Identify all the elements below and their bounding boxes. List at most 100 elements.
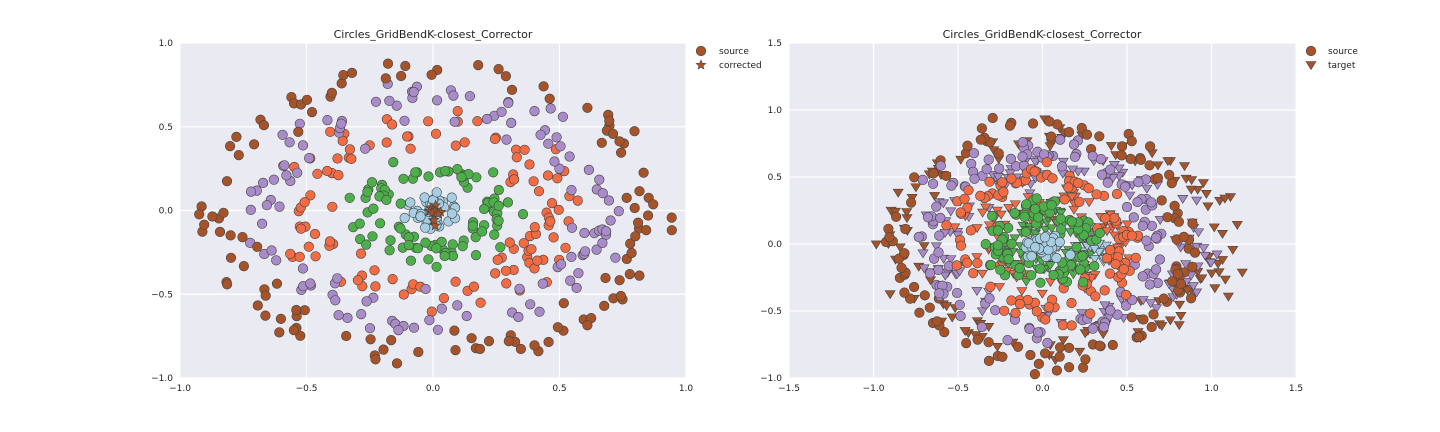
scatter-point (461, 310, 472, 322)
scatter-point (571, 282, 582, 294)
scatter-point (1019, 211, 1030, 222)
scatter-point (295, 330, 306, 341)
scatter-point (293, 126, 304, 137)
scatter-point (1068, 139, 1080, 150)
scatter-point (634, 270, 645, 281)
scatter-point-triangle (1029, 158, 1041, 167)
scatter-point-triangle (910, 183, 922, 193)
scatter-point (1057, 320, 1069, 331)
scatter-point (370, 281, 381, 292)
scatter-point (1055, 213, 1066, 224)
scatter-point (963, 185, 974, 196)
scatter-point (1033, 212, 1044, 223)
scatter-point-triangle (1185, 185, 1197, 195)
scatter-point (279, 160, 290, 171)
scatter-point (600, 272, 611, 284)
scatter-point (424, 315, 435, 326)
scatter-point (396, 70, 407, 82)
y-tick-label: 1.0 (159, 39, 174, 49)
scatter-point (526, 244, 537, 255)
scatter-point (934, 288, 945, 299)
scatter-point (1066, 320, 1077, 331)
scatter-point (1063, 342, 1075, 354)
scatter-point (1172, 268, 1183, 280)
scatter-point (355, 248, 367, 259)
y-tick-label: −0.5 (760, 307, 782, 317)
scatter-point (362, 186, 373, 198)
scatter-point (997, 177, 1008, 188)
scatter-point-triangle (1219, 275, 1231, 285)
scatter-point (1144, 160, 1155, 171)
scatter-point (1063, 362, 1075, 373)
scatter-point (614, 136, 625, 147)
scatter-point (258, 120, 270, 131)
scatter-point (423, 116, 434, 127)
scatter-point (984, 293, 995, 304)
scatter-point (423, 171, 434, 182)
scatter-point (666, 225, 677, 236)
scatter-point (583, 164, 595, 175)
scatter-point-triangle (884, 290, 896, 300)
scatter-point (993, 148, 1004, 159)
x-tick-label: 0.5 (1120, 384, 1134, 394)
scatter-point (597, 237, 608, 249)
scatter-point (366, 177, 378, 188)
scatter-point (297, 140, 309, 151)
scatter-point (352, 275, 364, 286)
scatter-point (513, 311, 524, 323)
scatter-point (408, 86, 419, 98)
scatter-point (1054, 342, 1066, 353)
scatter-point-triangle (976, 307, 988, 317)
scatter-point (1021, 199, 1032, 210)
scatter-point (954, 299, 965, 310)
scatter-point (500, 265, 512, 276)
scatter-point (597, 188, 608, 199)
scatter-point (231, 131, 242, 142)
scatter-point (1046, 131, 1057, 142)
scatter-point (449, 116, 460, 127)
scatter-point (506, 117, 517, 128)
scatter-point-triangle (1057, 336, 1069, 346)
scatter-point (565, 275, 576, 286)
scatter-point (378, 344, 389, 355)
x-tick-label: 0.5 (552, 384, 566, 394)
scatter-point (364, 323, 376, 334)
scatter-point (1089, 260, 1100, 272)
scatter-point (511, 152, 522, 163)
scatter-point-triangle (1205, 258, 1217, 268)
chart-right: Circles_GridBendK-closest_Corrector −1.5… (760, 28, 1358, 394)
scatter-point-triangle (929, 192, 941, 201)
scatter-point (218, 207, 229, 218)
scatter-point (1014, 298, 1026, 310)
scatter-point (333, 310, 344, 321)
scatter-point (552, 173, 563, 184)
scatter-point (908, 281, 920, 293)
scatter-point (481, 113, 493, 125)
scatter-point (533, 186, 545, 197)
scatter-point (900, 223, 911, 235)
x-tick-label: 1.5 (1289, 384, 1303, 394)
scatter-point (1104, 268, 1115, 279)
scatter-point (557, 111, 569, 122)
scatter-point (1004, 120, 1016, 131)
scatter-point (322, 165, 333, 177)
scatter-point (426, 69, 437, 80)
scatter-point (1027, 118, 1039, 129)
scatter-point (493, 200, 504, 211)
scatter-point (517, 209, 529, 220)
scatter-point (288, 325, 300, 336)
scatter-point-triangle (1121, 220, 1133, 230)
scatter-point (503, 97, 514, 108)
scatter-point (941, 220, 952, 231)
scatter-point (360, 143, 371, 154)
scatter-point-triangle (1212, 259, 1224, 269)
scatter-point (976, 321, 988, 333)
scatter-point (1144, 141, 1156, 152)
scatter-point (999, 305, 1010, 316)
scatter-point (976, 123, 988, 134)
scatter-point (322, 114, 333, 126)
scatter-point (594, 174, 605, 185)
scatter-point (1099, 285, 1110, 296)
scatter-point-triangle (1216, 256, 1229, 266)
scatter-point-triangle (1178, 162, 1191, 172)
